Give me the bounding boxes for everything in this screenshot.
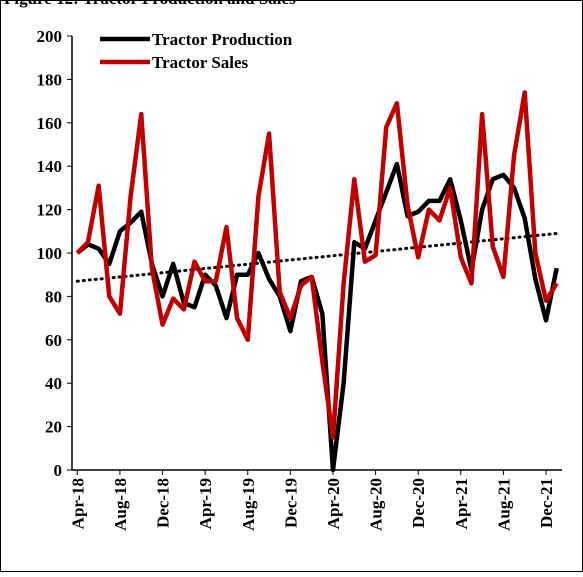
y-tick-label: 60 bbox=[45, 331, 62, 350]
y-tick-label: 80 bbox=[45, 287, 62, 306]
series-line bbox=[75, 90, 559, 440]
y-tick-label: 160 bbox=[37, 114, 63, 133]
y-tick-label: 20 bbox=[45, 418, 62, 437]
x-tick-label: Apr-19 bbox=[196, 478, 215, 529]
x-tick-label: Aug-21 bbox=[494, 478, 513, 531]
x-tick-label: Dec-20 bbox=[409, 478, 428, 528]
x-tick-label: Dec-18 bbox=[154, 478, 173, 528]
x-tick-label: Apr-18 bbox=[68, 478, 87, 529]
x-tick-label: Dec-19 bbox=[281, 478, 300, 528]
x-tick-label: Dec-21 bbox=[537, 478, 556, 528]
x-tick-label: Aug-18 bbox=[111, 478, 130, 531]
legend-label: Tractor Production bbox=[152, 30, 293, 49]
series-line bbox=[75, 161, 559, 473]
y-tick-label: 200 bbox=[37, 27, 63, 46]
x-tick-label: Apr-20 bbox=[324, 478, 343, 529]
x-tick-label: Apr-21 bbox=[452, 478, 471, 529]
y-tick-label: 100 bbox=[37, 244, 63, 263]
legend-label: Tractor Sales bbox=[152, 53, 249, 72]
chart-title: Figure 12: Tractor Production and Sales bbox=[4, 0, 296, 8]
x-tick-label: Aug-20 bbox=[367, 478, 386, 531]
y-tick-label: 40 bbox=[45, 374, 62, 393]
x-tick-label: Aug-19 bbox=[239, 478, 258, 531]
y-tick-label: 0 bbox=[54, 461, 63, 480]
y-tick-label: 180 bbox=[37, 70, 63, 89]
y-tick-label: 120 bbox=[37, 201, 63, 220]
y-tick-label: 140 bbox=[37, 157, 63, 176]
